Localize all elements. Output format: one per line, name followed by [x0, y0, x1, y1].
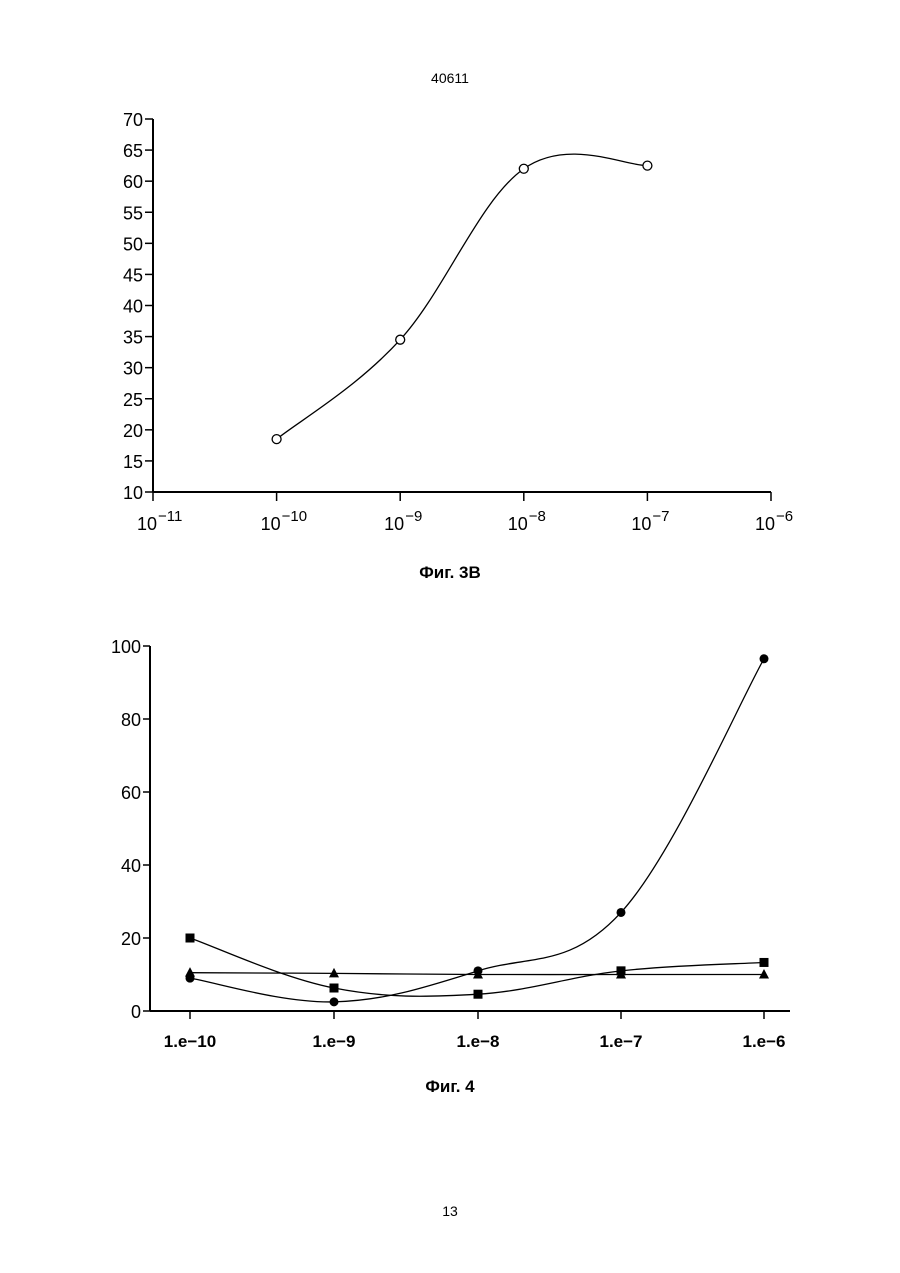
y-tick-label: 20: [121, 929, 141, 949]
data-point-circle: [617, 908, 626, 917]
y-tick-label: 60: [121, 783, 141, 803]
figure-4-caption: Фиг. 4: [0, 1077, 900, 1097]
y-tick-label: 40: [121, 856, 141, 876]
data-point-triangle: [329, 968, 339, 978]
data-point-triangle: [185, 967, 195, 977]
y-tick-label: 100: [111, 637, 141, 657]
data-point-square: [474, 990, 483, 999]
page-number: 13: [0, 1203, 900, 1219]
x-tick-label: 1.e−6: [742, 1032, 785, 1051]
data-point-square: [186, 934, 195, 943]
series-line-filled-circle: [190, 659, 764, 1002]
data-point-square: [760, 958, 769, 967]
data-point-circle: [760, 654, 769, 663]
x-tick-label: 1.e−7: [599, 1032, 642, 1051]
y-tick-label: 0: [131, 1002, 141, 1022]
y-tick-label: 80: [121, 710, 141, 730]
x-tick-label: 1.e−10: [164, 1032, 216, 1051]
data-point-circle: [330, 997, 339, 1006]
x-tick-label: 1.e−9: [312, 1032, 355, 1051]
data-point-square: [330, 984, 339, 993]
figure-4-chart: 0 20 40 60 80 100 1.e−10 1.e−9 1.e−8 1.e−7 1.e−6: [0, 0, 900, 1100]
data-point-triangle: [759, 969, 769, 979]
x-tick-label: 1.e−8: [456, 1032, 499, 1051]
